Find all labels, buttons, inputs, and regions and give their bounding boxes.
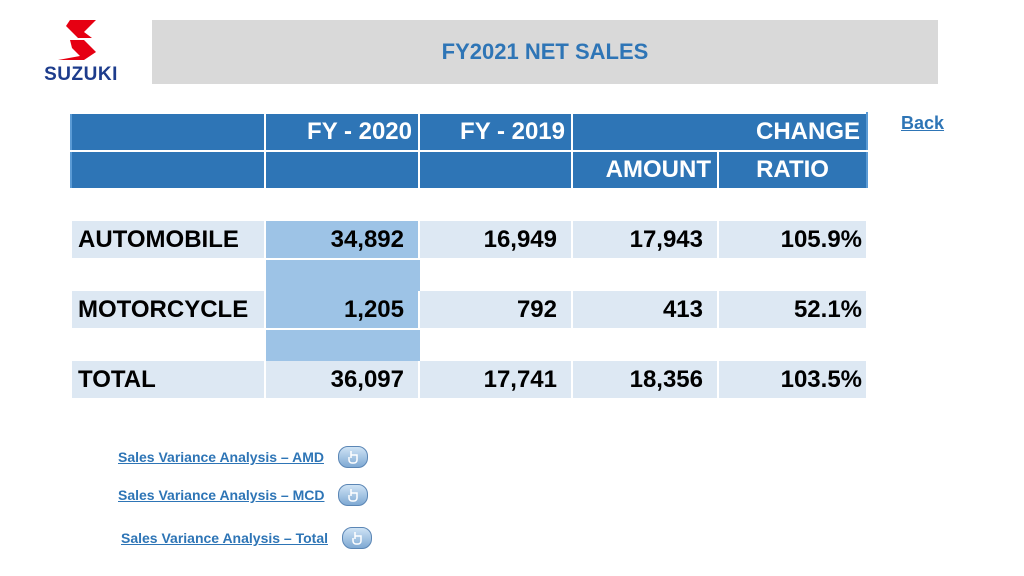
- net-sales-table: FY - 2020 FY - 2019 CHANGE AMOUNT RATIO …: [70, 112, 869, 400]
- hand-pointer-icon[interactable]: [337, 446, 368, 468]
- header-fy2020: FY - 2020: [264, 112, 420, 152]
- table-row: AUTOMOBILE 34,892 16,949 17,943 105.9%: [70, 219, 869, 260]
- table-row: TOTAL 36,097 17,741 18,356 103.5%: [70, 359, 869, 400]
- spacer-cell: [70, 258, 266, 291]
- table-header-row: FY - 2020 FY - 2019 CHANGE: [70, 112, 869, 152]
- cell-amount: 413: [571, 289, 719, 330]
- spacer-cell: [264, 328, 420, 361]
- link-row-mcd: Sales Variance Analysis – MCD: [118, 484, 369, 506]
- spacer-row: [70, 258, 869, 291]
- spacer-cell: [716, 188, 869, 221]
- hand-pointer-icon[interactable]: [342, 527, 372, 549]
- header-amount: AMOUNT: [571, 150, 719, 190]
- link-row-total: Sales Variance Analysis – Total: [121, 527, 372, 549]
- spacer-cell: [264, 188, 420, 221]
- cell-ratio: 52.1%: [716, 289, 869, 330]
- table-row: MOTORCYCLE 1,205 792 413 52.1%: [70, 289, 869, 330]
- cell-fy2019: 16,949: [418, 219, 573, 260]
- spacer-cell: [571, 328, 719, 361]
- cell-ratio: 105.9%: [716, 219, 869, 260]
- row-label: AUTOMOBILE: [70, 219, 266, 260]
- cell-ratio: 103.5%: [716, 359, 869, 400]
- header-change: CHANGE: [570, 112, 869, 152]
- spacer-row: [70, 188, 869, 221]
- subheader-empty-cell: [70, 150, 266, 190]
- cell-fy2020: 36,097: [264, 359, 420, 400]
- cell-fy2020: 1,205: [264, 289, 420, 330]
- sales-variance-total-link[interactable]: Sales Variance Analysis – Total: [121, 530, 328, 546]
- row-label: TOTAL: [70, 359, 266, 400]
- cell-fy2019: 17,741: [418, 359, 573, 400]
- spacer-cell: [716, 258, 869, 291]
- subheader-empty-cell: [264, 150, 420, 190]
- subheader-empty-cell: [418, 150, 573, 190]
- spacer-cell: [571, 258, 719, 291]
- spacer-cell: [418, 328, 573, 361]
- spacer-cell: [571, 188, 719, 221]
- spacer-cell: [716, 328, 869, 361]
- suzuki-s-mark-icon: [58, 20, 96, 60]
- sales-variance-amd-link[interactable]: Sales Variance Analysis – AMD: [118, 449, 324, 465]
- spacer-cell: [418, 258, 573, 291]
- cell-fy2019: 792: [418, 289, 573, 330]
- logo-brand-text: SUZUKI: [44, 64, 118, 85]
- page-title: FY2021 NET SALES: [441, 39, 649, 64]
- cell-amount: 17,943: [571, 219, 719, 260]
- suzuki-logo: SUZUKI: [30, 18, 132, 85]
- title-bar: FY2021 NET SALES: [152, 20, 938, 84]
- spacer-row: [70, 328, 869, 361]
- header-empty-cell: [70, 112, 266, 152]
- spacer-cell: [70, 188, 266, 221]
- spacer-cell: [264, 258, 420, 291]
- spacer-cell: [418, 188, 573, 221]
- row-label: MOTORCYCLE: [70, 289, 266, 330]
- spacer-cell: [70, 328, 266, 361]
- back-link[interactable]: Back: [901, 113, 945, 133]
- header-fy2019: FY - 2019: [418, 112, 573, 152]
- header-ratio: RATIO: [716, 150, 869, 190]
- cell-fy2020: 34,892: [264, 219, 420, 260]
- table-subheader-row: AMOUNT RATIO: [70, 150, 869, 190]
- link-row-amd: Sales Variance Analysis – AMD: [118, 446, 368, 468]
- cell-amount: 18,356: [571, 359, 719, 400]
- hand-pointer-icon[interactable]: [338, 484, 369, 506]
- sales-variance-mcd-link[interactable]: Sales Variance Analysis – MCD: [118, 487, 325, 503]
